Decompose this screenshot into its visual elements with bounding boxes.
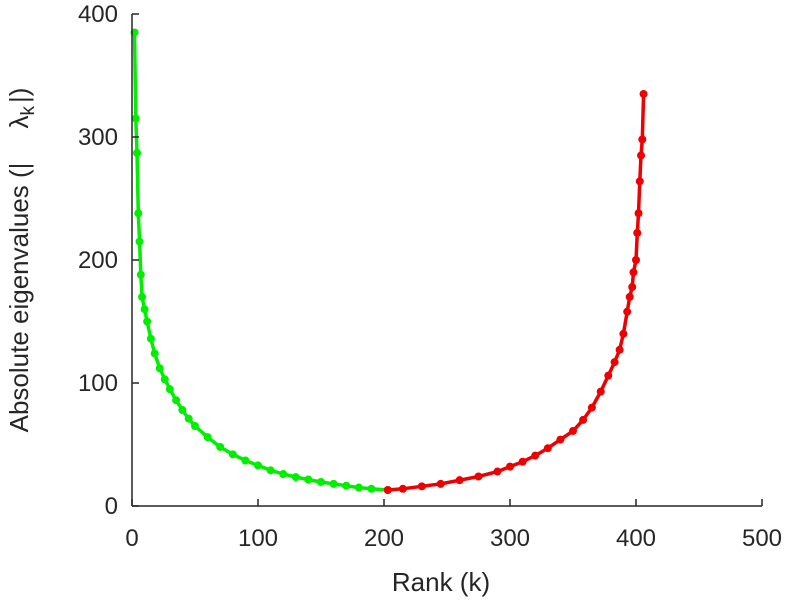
- data-point: [632, 256, 640, 264]
- y-ticks: 0 100 200 300 400: [78, 1, 139, 520]
- data-point: [398, 484, 407, 493]
- data-point: [329, 479, 338, 488]
- y-tick-label: 200: [78, 247, 118, 274]
- y-tick-label: 400: [78, 1, 118, 28]
- data-point: [531, 451, 540, 460]
- x-tick-label: 0: [125, 525, 138, 552]
- data-point: [138, 292, 147, 301]
- data-point: [150, 349, 159, 358]
- data-point: [134, 209, 143, 218]
- data-point: [178, 406, 187, 415]
- x-tick-label: 400: [616, 525, 656, 552]
- data-point: [228, 450, 237, 459]
- data-point: [155, 364, 164, 373]
- x-axis-title: Rank (k): [392, 567, 490, 597]
- data-point: [304, 475, 313, 484]
- data-point: [342, 481, 351, 490]
- data-point: [579, 415, 588, 424]
- series-line-1: [386, 92, 646, 492]
- data-point: [637, 151, 646, 160]
- data-point: [436, 479, 445, 488]
- data-point: [629, 268, 638, 277]
- y-axis-title-main: Absolute eigenvalues (|: [4, 163, 34, 433]
- data-point: [596, 387, 605, 396]
- data-point: [172, 396, 181, 405]
- data-point: [383, 486, 392, 495]
- y-axis-title-lambda: λ: [4, 116, 34, 129]
- data-point: [587, 403, 596, 412]
- data-point: [354, 483, 363, 492]
- plot-area: [130, 28, 648, 495]
- y-axis-title-close: |): [4, 88, 34, 103]
- y-tick-label: 100: [78, 370, 118, 397]
- data-point: [146, 334, 155, 343]
- data-point: [140, 305, 149, 314]
- data-point: [455, 476, 464, 485]
- data-point: [191, 422, 199, 431]
- data-point: [633, 228, 642, 237]
- data-point: [417, 482, 426, 491]
- data-point: [317, 478, 325, 487]
- data-point: [216, 442, 225, 451]
- data-point: [367, 484, 376, 493]
- data-point: [493, 467, 502, 476]
- data-point: [184, 414, 193, 423]
- data-point: [635, 177, 644, 186]
- data-point: [625, 292, 634, 301]
- data-point: [623, 307, 632, 316]
- data-point: [474, 472, 483, 481]
- data-point: [165, 385, 174, 394]
- data-point: [136, 270, 145, 279]
- data-point: [556, 435, 565, 444]
- data-point: [569, 426, 577, 435]
- y-axis-title-subscript: k: [18, 106, 39, 116]
- series-line-0: [132, 30, 390, 492]
- data-point: [610, 358, 619, 367]
- data-point: [638, 135, 647, 144]
- data-point: [518, 457, 527, 466]
- data-point: [254, 461, 262, 470]
- data-point: [619, 329, 628, 338]
- data-point: [135, 237, 144, 246]
- x-tick-label: 200: [364, 525, 404, 552]
- y-tick-label: 0: [105, 493, 118, 520]
- data-point: [639, 89, 648, 98]
- data-point: [604, 371, 613, 380]
- data-point: [203, 433, 212, 442]
- data-point: [131, 114, 140, 123]
- x-tick-label: 100: [238, 525, 278, 552]
- axes: [131, 14, 762, 507]
- y-axis-title: Absolute eigenvalues (| λk |): [4, 88, 39, 433]
- data-point: [506, 462, 514, 471]
- data-point: [634, 209, 643, 218]
- data-point: [143, 317, 152, 326]
- data-point: [160, 375, 169, 384]
- x-ticks: 0 100 200 300 400 500: [125, 499, 782, 552]
- data-point: [615, 345, 624, 354]
- data-point: [241, 456, 250, 465]
- data-point: [543, 444, 552, 453]
- y-tick-label: 300: [78, 124, 118, 151]
- data-point: [628, 283, 637, 292]
- x-tick-label: 500: [742, 525, 782, 552]
- x-tick-label: 300: [490, 525, 530, 552]
- data-point: [291, 473, 300, 482]
- data-point: [133, 148, 142, 157]
- data-point: [266, 466, 275, 475]
- data-point: [279, 470, 288, 479]
